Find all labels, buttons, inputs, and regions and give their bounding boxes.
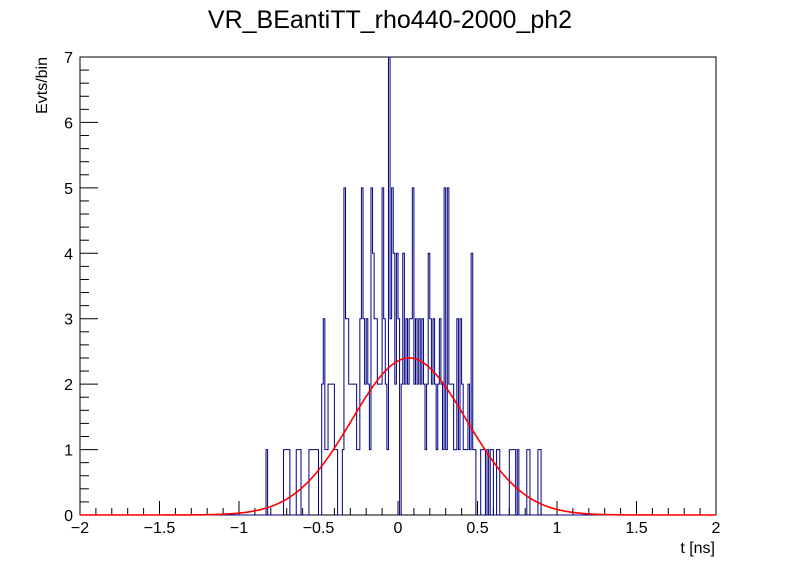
- x-axis-ticks: [79, 501, 717, 515]
- x-tick-label: −0.5: [303, 520, 335, 537]
- gaussian-fit-curve: [80, 357, 716, 516]
- y-axis-label: Evts/bin: [34, 57, 51, 114]
- histogram-line: [80, 56, 716, 516]
- chart-title: VR_BEantiTT_rho440-2000_ph2: [208, 6, 572, 34]
- x-axis-tick-labels: −2 −1.5 −1 −0.5 0 0.5 1 1.5 2: [71, 520, 721, 537]
- y-axis-ticks: [80, 56, 98, 516]
- x-tick-label: 2: [712, 520, 721, 537]
- y-tick-label: 7: [64, 50, 73, 67]
- x-tick-label: −2: [71, 520, 89, 537]
- y-tick-label: 6: [64, 115, 73, 132]
- x-tick-label: 1: [553, 520, 562, 537]
- x-tick-label: 0.5: [466, 520, 488, 537]
- x-tick-label: −1: [230, 520, 248, 537]
- y-tick-label: 2: [64, 377, 73, 394]
- y-axis-tick-labels: 0 1 2 3 4 5 6 7: [64, 50, 73, 525]
- y-tick-label: 4: [64, 246, 73, 263]
- y-tick-label: 5: [64, 181, 73, 198]
- y-tick-label: 3: [64, 312, 73, 329]
- x-axis-label: t [ns]: [680, 540, 715, 557]
- x-tick-label: −1.5: [144, 520, 176, 537]
- x-tick-label: 0: [394, 520, 403, 537]
- y-tick-label: 1: [64, 443, 73, 460]
- y-tick-label: 0: [64, 508, 73, 525]
- x-tick-label: 1.5: [625, 520, 647, 537]
